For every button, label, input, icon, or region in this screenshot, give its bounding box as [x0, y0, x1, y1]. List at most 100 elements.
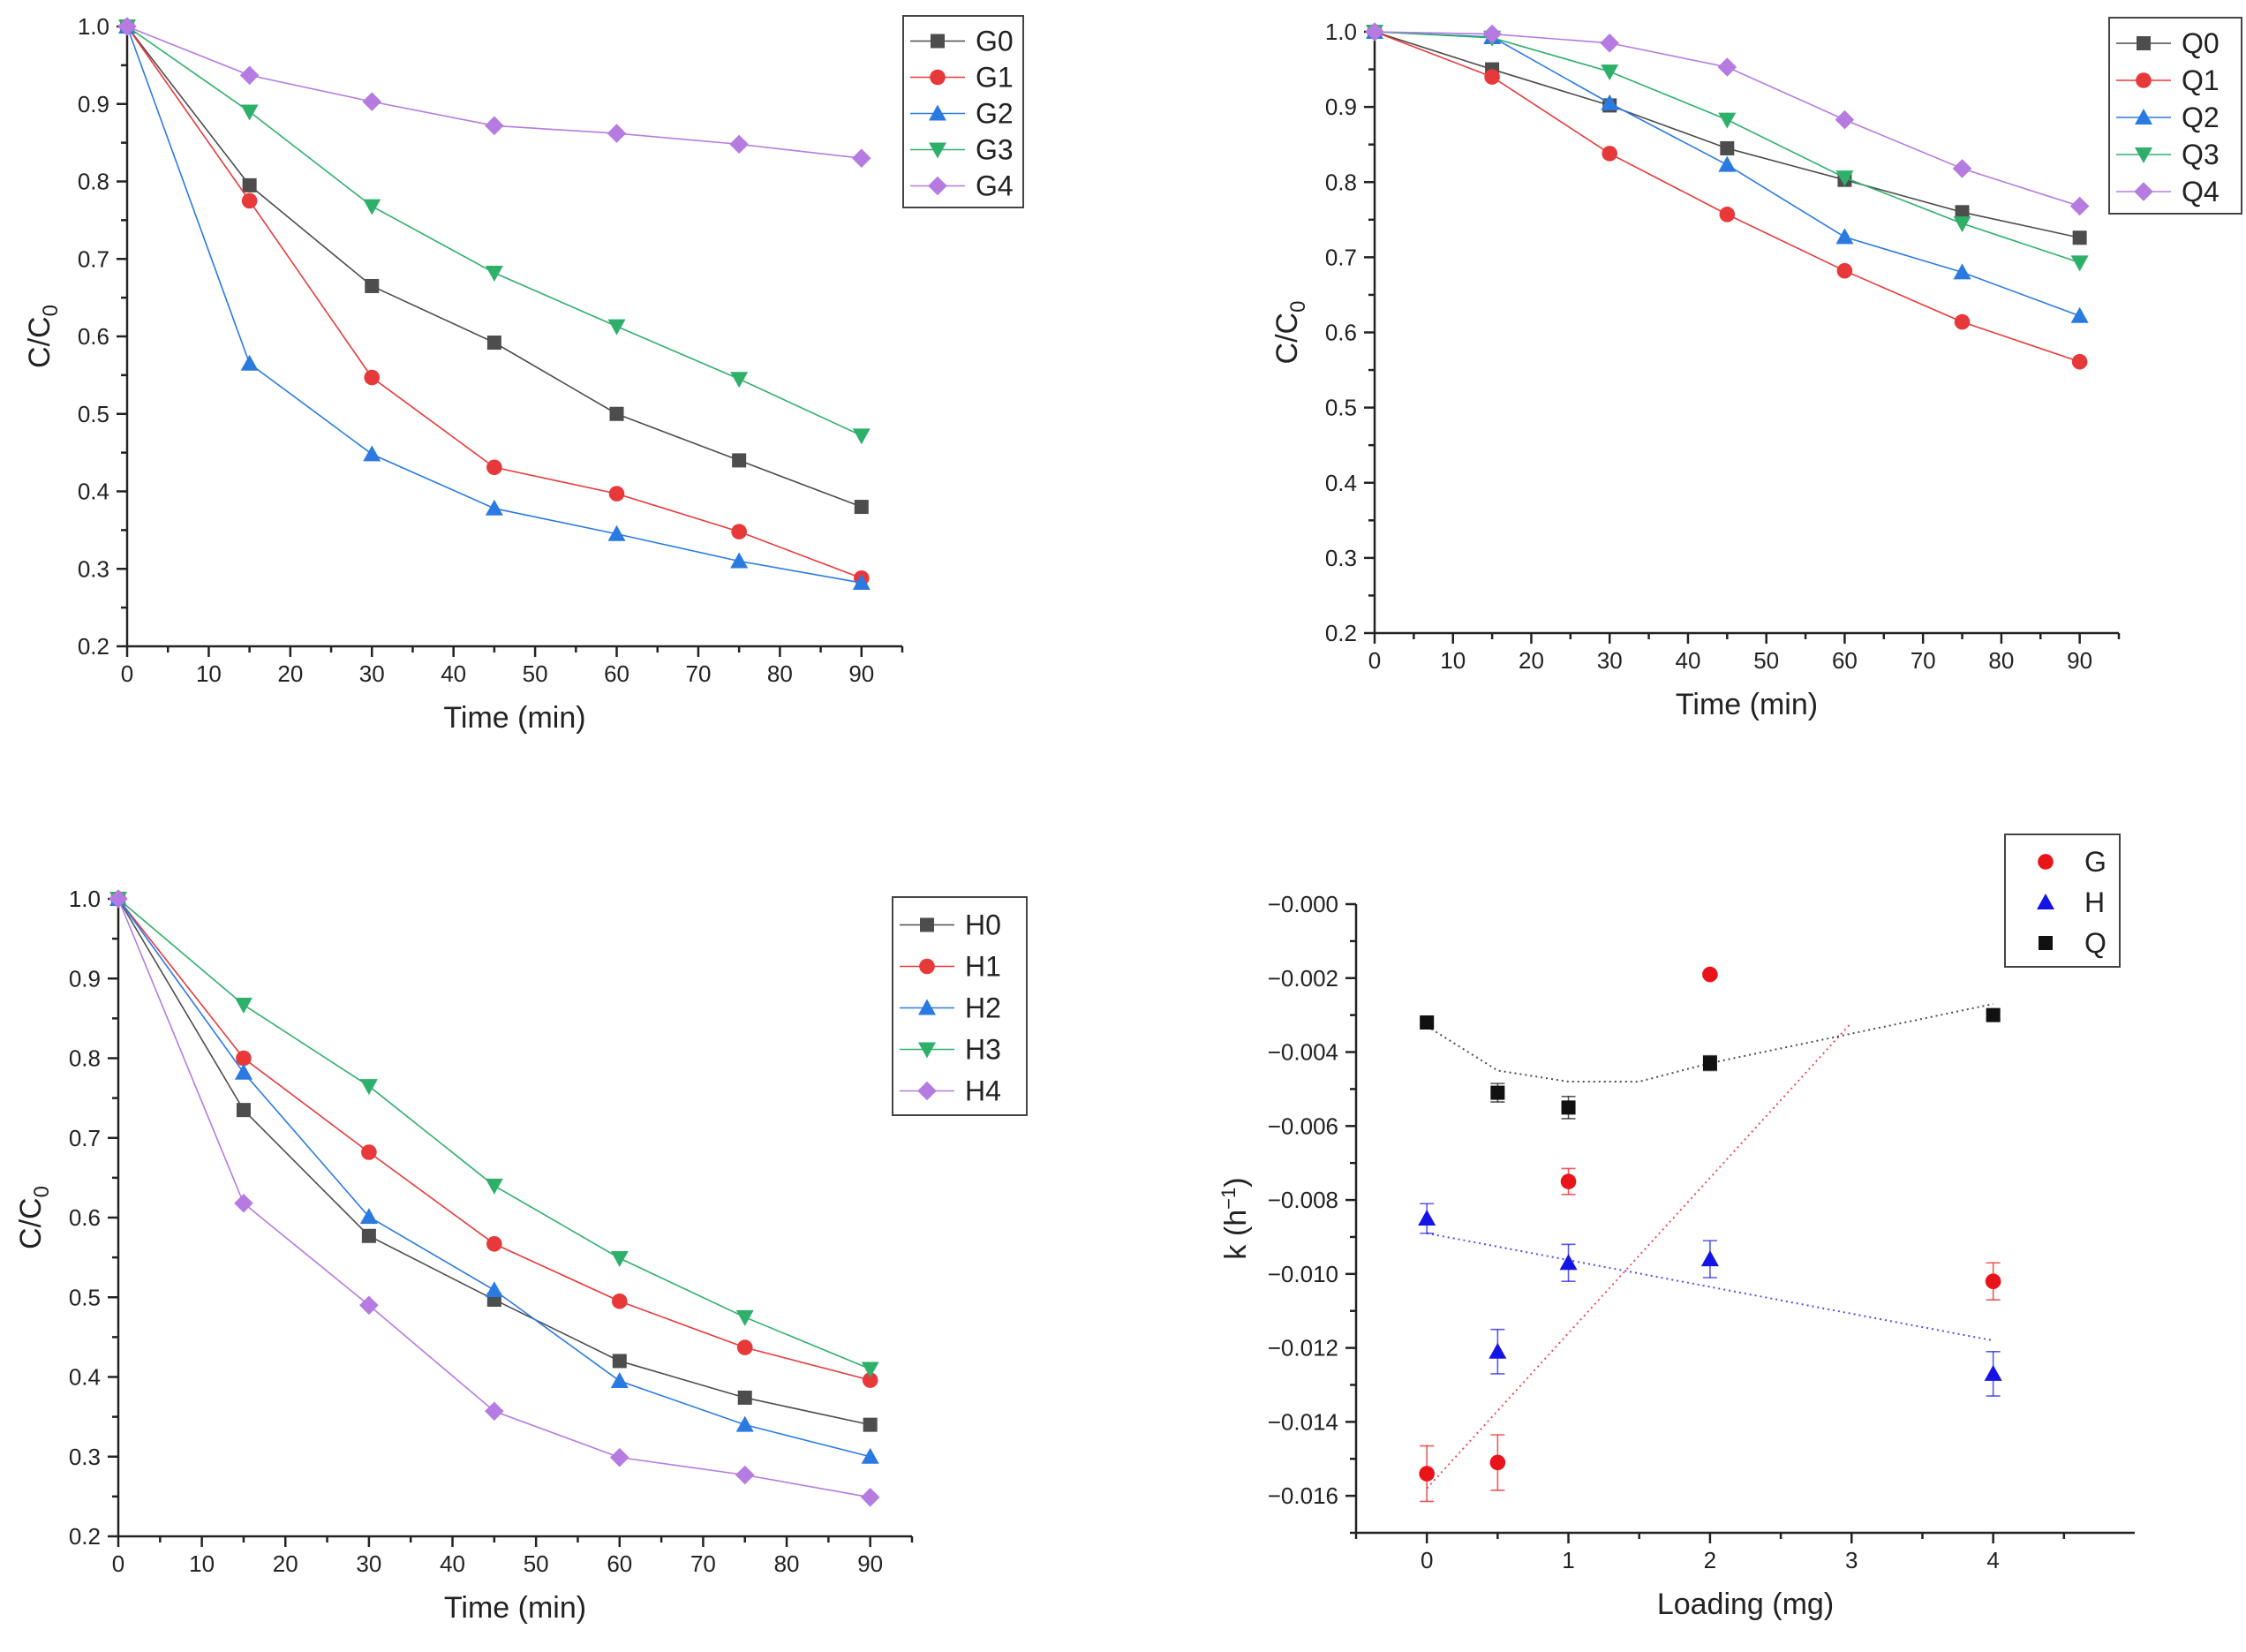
series-H2: [109, 890, 879, 1464]
data-point-G3: [363, 199, 381, 215]
x-axis-label: Time (min): [443, 701, 585, 735]
x-tick-label: 4: [1986, 1547, 1999, 1573]
data-point-G: [1560, 1173, 1577, 1189]
data-point-H3: [861, 1362, 879, 1378]
x-tick-label: 90: [848, 660, 874, 687]
data-point-G3: [852, 428, 871, 445]
y-tick-label: 0.2: [78, 633, 109, 660]
x-tick-label: 90: [2067, 647, 2092, 674]
data-point-Q4: [1482, 24, 1502, 44]
y-axis-label-subscript: 0: [1286, 301, 1310, 313]
data-point-H4: [485, 1401, 504, 1422]
series-line-G4: [126, 26, 862, 159]
x-tick-label: 80: [1988, 647, 2014, 674]
data-point-H0: [737, 1390, 752, 1405]
legend-marker-H3: [918, 1042, 936, 1059]
legend-label-G2: G2: [976, 98, 1014, 130]
data-point-G1: [608, 486, 625, 502]
data-point-G2: [240, 354, 259, 371]
data-point-H: [1984, 1364, 2002, 1381]
legend-label-H: H: [2084, 886, 2105, 918]
legend-box: [2004, 834, 2121, 968]
data-point-H4: [234, 1193, 253, 1213]
data-point-G4: [607, 124, 627, 143]
data-point-Q1: [1954, 313, 1971, 330]
y-tick-label: −0.004: [1268, 1039, 1338, 1066]
data-point-Q3: [2070, 255, 2089, 272]
y-tick-label: 0.5: [1325, 395, 1357, 421]
data-point-H1: [862, 1372, 878, 1388]
legend-marker-G0: [931, 34, 945, 49]
data-point-Q4: [1835, 109, 1855, 130]
y-axis-label: C/C0: [1270, 301, 1310, 365]
y-tick-label: 1.0: [78, 13, 109, 40]
legend-marker-H4: [917, 1081, 937, 1101]
data-point-H3: [359, 1079, 378, 1096]
y-axis-label: k (h−1): [1217, 1177, 1253, 1259]
x-tick-label: 10: [196, 660, 222, 687]
data-point-Q1: [1836, 262, 1853, 279]
y-axis-label-subscript: 0: [30, 1186, 54, 1197]
data-point-Q3: [1835, 170, 1854, 187]
data-point-H1: [611, 1293, 628, 1309]
series-H4: [109, 889, 880, 1507]
y-tick-label: 0.3: [1325, 545, 1357, 571]
x-tick-label: 20: [273, 1550, 298, 1577]
data-point-Q1: [2071, 353, 2088, 370]
data-point-H3: [234, 998, 252, 1015]
data-point-Q: [1986, 1007, 2001, 1022]
legend-marker-Q3: [2135, 147, 2152, 163]
x-tick-label: 80: [774, 1550, 800, 1577]
data-point-Q4: [1365, 22, 1384, 41]
y-tick-label: 0.6: [78, 323, 109, 350]
y-tick-label: 0.9: [69, 965, 101, 992]
data-point-G3: [730, 372, 749, 388]
data-point-Q0: [1955, 205, 1970, 220]
data-point-H2: [735, 1415, 754, 1432]
y-tick-label: 0.9: [78, 91, 109, 117]
y-axis-label-main: C/C: [14, 1197, 48, 1249]
y-axis-label: C/C0: [23, 305, 63, 368]
y-tick-label: 0.6: [1325, 320, 1357, 346]
x-tick-label: 50: [523, 660, 548, 687]
legend-label-H0: H0: [965, 909, 1001, 941]
y-tick-label: −0.000: [1268, 891, 1338, 917]
data-point-G1: [731, 524, 747, 539]
series-Q: [1420, 1003, 2001, 1120]
data-point-Q2: [1718, 155, 1737, 172]
x-tick-label: 1: [1562, 1547, 1574, 1573]
x-tick-label: 2: [1704, 1547, 1716, 1573]
data-point-G0: [732, 453, 747, 468]
x-tick-label: 20: [1519, 647, 1544, 674]
y-tick-label: −0.002: [1268, 965, 1338, 992]
series-H1: [110, 891, 878, 1388]
data-point-G4: [485, 116, 504, 136]
data-point-H: [1700, 1250, 1719, 1267]
data-point-G2: [730, 552, 749, 569]
legend-label-Q0: Q0: [2182, 27, 2220, 59]
legend-label-G: G: [2084, 846, 2107, 878]
chart-bl: 0 10 20 30 40 50 60 70 80 90 0.2 0.3 0.4 0.5 0.6 0.7 0.8…: [14, 886, 1028, 1625]
x-tick-label: 40: [441, 660, 466, 687]
chart-tl: 0 10 20 30 40 50 60 70 80 90 0.2 0.3 0.4 0.5 0.6 0.7 0.8…: [23, 13, 1024, 735]
data-point-Q1: [1484, 69, 1500, 85]
data-point-H0: [863, 1417, 878, 1432]
data-point-G: [1419, 1466, 1435, 1482]
data-point-G0: [242, 177, 257, 192]
x-tick-label: 30: [356, 1550, 381, 1577]
data-point-H4: [359, 1295, 379, 1316]
x-tick-label: 90: [857, 1550, 883, 1577]
legend-label-H2: H2: [965, 992, 1001, 1024]
legend-marker-Q4: [2134, 182, 2153, 201]
y-axis-label: C/C0: [14, 1186, 54, 1249]
y-tick-label: 0.3: [69, 1444, 101, 1470]
legend-marker-Q: [2039, 936, 2053, 950]
y-tick-label: −0.012: [1268, 1335, 1338, 1362]
y-tick-label: −0.016: [1268, 1482, 1338, 1509]
x-tick-label: 50: [524, 1550, 549, 1577]
series-Q4: [1365, 22, 2090, 216]
y-tick-label: 0.5: [69, 1284, 101, 1310]
data-point-G2: [852, 574, 871, 591]
y-tick-label: 0.7: [78, 245, 109, 272]
x-axis-label: Loading (mg): [1657, 1588, 1834, 1621]
